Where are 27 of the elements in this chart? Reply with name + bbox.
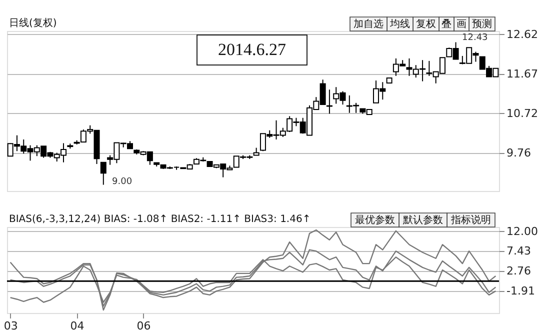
annotation: 2014.6.27 (218, 40, 286, 59)
text: 画 (456, 19, 466, 30)
x-tick-label: 03 (4, 320, 18, 330)
y-tick-label: -1.91 (506, 284, 535, 298)
text: 最优参数 (355, 214, 395, 226)
line-series (10, 229, 496, 311)
x-tick-label: 04 (70, 320, 84, 330)
annotation: 9.00 (112, 177, 132, 187)
text: 叠 (442, 19, 452, 30)
y-tick-label: 12.62 (506, 28, 538, 41)
text: 指标说明 (450, 214, 491, 226)
text: 加自选 (354, 18, 384, 30)
y-tick-label: 7.43 (506, 244, 531, 258)
text: 默认参数 (402, 214, 443, 226)
y-tick-label: 12.00 (506, 224, 538, 238)
text: BIAS(6,-3,3,12,24) BIAS: -1.08↑ BIAS2: -1.11↑ BIAS3: 1.46↑ (9, 214, 311, 225)
text: 预测 (472, 18, 492, 30)
y-tick-label: 2.76 (506, 264, 531, 278)
y-tick-label: 10.72 (506, 106, 538, 120)
text: 日线(复权) (9, 17, 57, 29)
annotation: 12.43 (462, 33, 488, 43)
y-tick-label: 9.76 (506, 146, 531, 160)
candlestick (100, 162, 106, 186)
text: 复权 (416, 18, 436, 30)
x-tick-label: 06 (136, 320, 151, 330)
y-tick-label: 11.67 (506, 67, 538, 80)
text: 均线 (389, 18, 410, 30)
